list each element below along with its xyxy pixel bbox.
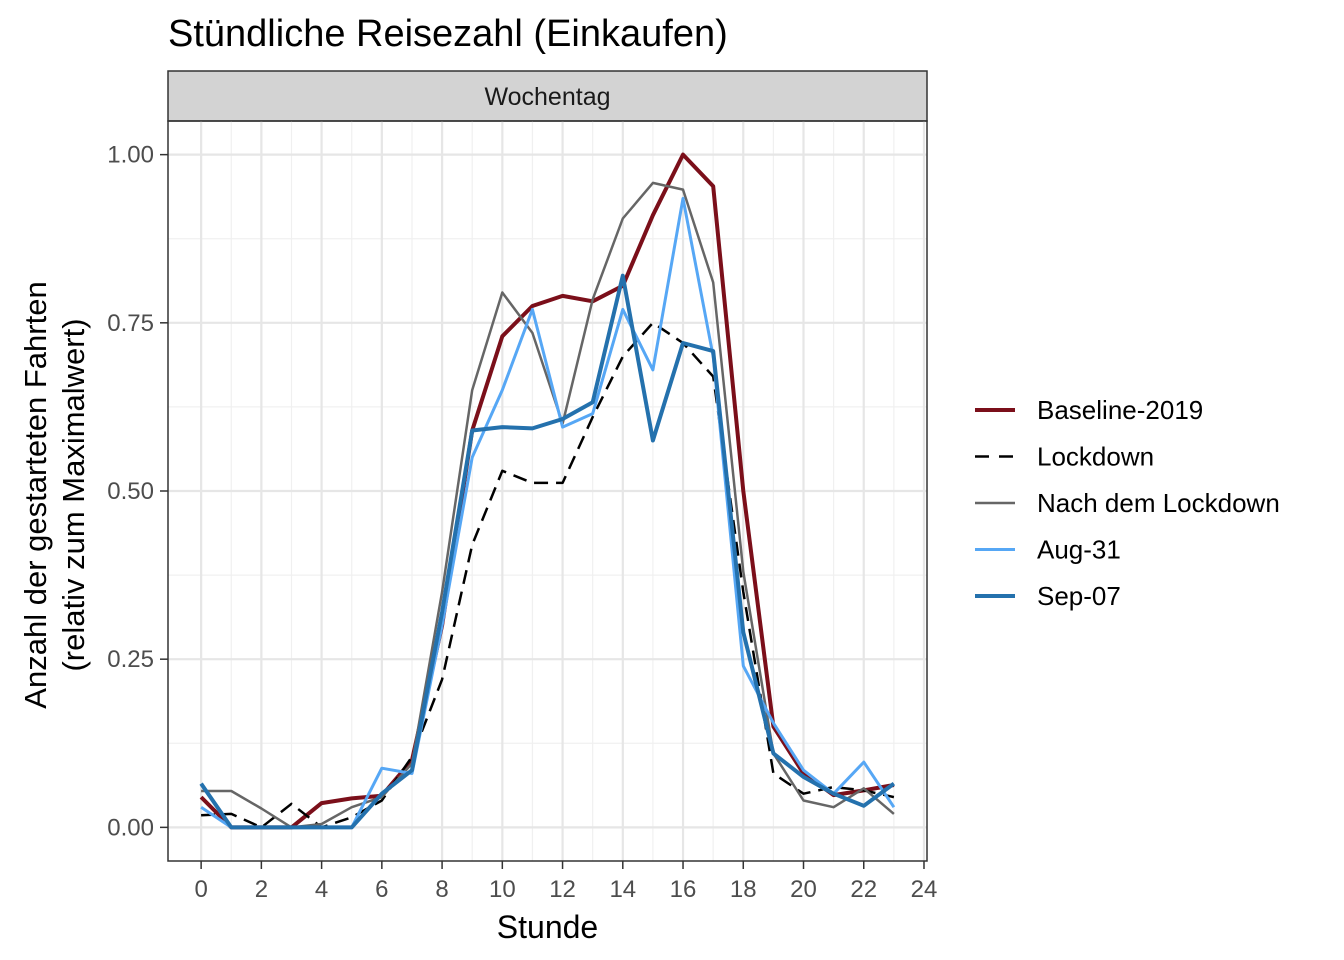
y-tick-label: 0.75	[107, 310, 154, 337]
legend-label-4: Sep-07	[1037, 581, 1121, 611]
chart-title: Stündliche Reisezahl (Einkaufen)	[168, 13, 728, 55]
facet-strip	[167, 70, 928, 122]
series-line-2	[201, 181, 895, 829]
legend-label-3: Aug-31	[1037, 535, 1121, 565]
x-tick-label: 18	[730, 876, 757, 903]
x-tick-label: 2	[255, 876, 268, 903]
x-tick-label: 16	[670, 876, 697, 903]
facet-label: Wochentag	[484, 83, 610, 111]
x-tick-label: 6	[375, 876, 388, 903]
y-axis-label-line2: (relativ zum Maximalwert)	[56, 318, 91, 671]
y-axis-label-line1: Anzahl der gestarteten Fahrten	[18, 281, 53, 708]
x-axis-label: Stunde	[497, 909, 598, 945]
legend-label-0: Baseline-2019	[1037, 395, 1203, 425]
y-tick-label: 0.50	[107, 478, 154, 505]
y-axis: 0.00 0.25 0.50 0.75 1.00	[107, 142, 168, 841]
y-tick-label: 0.25	[107, 646, 154, 673]
x-tick-label: 8	[435, 876, 448, 903]
series-line-3	[200, 196, 896, 829]
x-tick-label: 24	[911, 876, 938, 903]
x-tick-label: 4	[315, 876, 328, 903]
series-layer	[199, 152, 896, 830]
series-line-4	[199, 273, 896, 830]
y-tick-label: 1.00	[107, 142, 154, 169]
grid-lines	[168, 121, 927, 861]
legend-label-1: Lockdown	[1037, 442, 1154, 472]
x-tick-label: 0	[194, 876, 207, 903]
x-tick-label: 20	[790, 876, 817, 903]
y-tick-label: 0.00	[107, 814, 154, 841]
x-axis: 0 2 4 6 8 10 12 14 16 18 20 22 24	[194, 861, 937, 903]
x-tick-label: 12	[549, 876, 576, 903]
series-line-0	[199, 152, 895, 830]
x-tick-label: 22	[850, 876, 877, 903]
legend-label-2: Nach dem Lockdown	[1037, 488, 1280, 518]
legend: Baseline-2019 Lockdown Nach dem Lockdown Au…	[975, 395, 1280, 611]
x-tick-label: 10	[489, 876, 516, 903]
x-tick-label: 14	[609, 876, 636, 903]
